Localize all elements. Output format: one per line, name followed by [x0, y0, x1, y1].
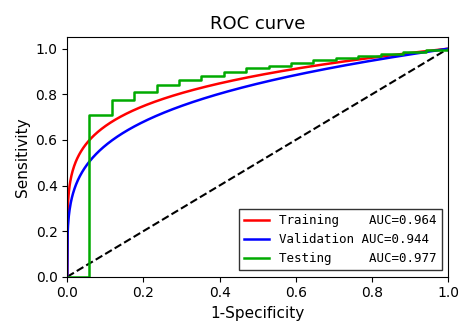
Line: Testing     AUC=0.977: Testing AUC=0.977: [67, 49, 448, 277]
Legend: Training    AUC=0.964, Validation AUC=0.944, Testing     AUC=0.977: Training AUC=0.964, Validation AUC=0.944…: [239, 209, 442, 270]
Testing     AUC=0.977: [445, 47, 451, 51]
Testing     AUC=0.977: [310, 61, 316, 65]
Testing     AUC=0.977: [333, 58, 339, 62]
Validation AUC=0.944: [64, 275, 70, 279]
Training    AUC=0.964: [361, 57, 367, 61]
Testing     AUC=0.977: [355, 56, 361, 60]
Testing     AUC=0.977: [445, 48, 451, 52]
Training    AUC=0.964: [64, 275, 70, 279]
Testing     AUC=0.977: [176, 78, 182, 82]
Testing     AUC=0.977: [244, 70, 249, 74]
Testing     AUC=0.977: [378, 52, 383, 56]
Testing     AUC=0.977: [423, 48, 428, 52]
Testing     AUC=0.977: [87, 275, 92, 279]
Testing     AUC=0.977: [154, 83, 160, 87]
Testing     AUC=0.977: [221, 70, 227, 74]
Training    AUC=0.964: [445, 47, 451, 51]
Testing     AUC=0.977: [310, 58, 316, 62]
Training    AUC=0.964: [219, 81, 224, 85]
Testing     AUC=0.977: [64, 275, 70, 279]
Testing     AUC=0.977: [265, 64, 271, 68]
Testing     AUC=0.977: [109, 113, 115, 117]
Validation AUC=0.944: [445, 47, 451, 51]
Training    AUC=0.964: [326, 61, 331, 66]
Validation AUC=0.944: [103, 143, 109, 147]
Line: Training    AUC=0.964: Training AUC=0.964: [67, 49, 448, 277]
Testing     AUC=0.977: [333, 56, 339, 60]
Testing     AUC=0.977: [423, 50, 428, 54]
Testing     AUC=0.977: [154, 90, 160, 94]
Testing     AUC=0.977: [87, 113, 92, 117]
Testing     AUC=0.977: [131, 98, 137, 102]
Training    AUC=0.964: [232, 78, 238, 82]
Testing     AUC=0.977: [355, 54, 361, 58]
Training    AUC=0.964: [368, 56, 374, 60]
Validation AUC=0.944: [219, 91, 224, 95]
Testing     AUC=0.977: [400, 52, 406, 56]
Training    AUC=0.964: [103, 124, 109, 128]
Validation AUC=0.944: [326, 67, 331, 71]
Testing     AUC=0.977: [265, 67, 271, 71]
Testing     AUC=0.977: [288, 61, 294, 65]
Y-axis label: Sensitivity: Sensitivity: [15, 117, 30, 197]
Testing     AUC=0.977: [109, 98, 115, 102]
Testing     AUC=0.977: [176, 83, 182, 87]
Testing     AUC=0.977: [199, 78, 204, 82]
Testing     AUC=0.977: [199, 74, 204, 78]
Title: ROC curve: ROC curve: [210, 15, 305, 33]
Testing     AUC=0.977: [244, 67, 249, 71]
Testing     AUC=0.977: [221, 74, 227, 78]
Testing     AUC=0.977: [288, 64, 294, 68]
Validation AUC=0.944: [361, 60, 367, 64]
Testing     AUC=0.977: [64, 275, 70, 279]
X-axis label: 1-Specificity: 1-Specificity: [210, 306, 305, 321]
Validation AUC=0.944: [232, 87, 238, 91]
Testing     AUC=0.977: [131, 90, 137, 94]
Validation AUC=0.944: [368, 59, 374, 63]
Line: Validation AUC=0.944: Validation AUC=0.944: [67, 49, 448, 277]
Testing     AUC=0.977: [378, 54, 383, 58]
Testing     AUC=0.977: [400, 50, 406, 54]
